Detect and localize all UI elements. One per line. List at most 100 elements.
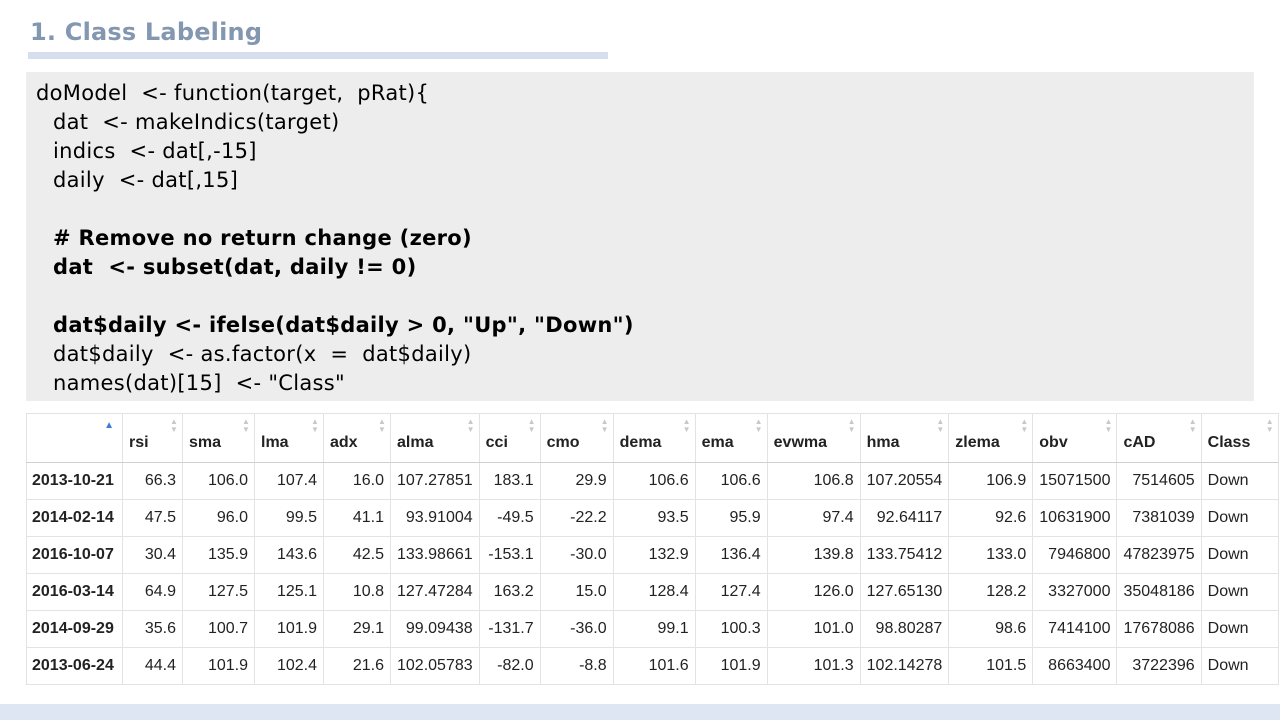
row-date-cell: 2014-09-29 (26, 610, 123, 648)
table-cell-class: Down (1200, 647, 1279, 685)
column-header-rsi[interactable]: rsi ▲ ▼ (122, 413, 183, 463)
table-cell-adx: 41.1 (323, 499, 391, 537)
code-line: doModel <- function(target, pRat){ (36, 81, 430, 105)
code-line: dat <- makeIndics(target) (53, 110, 340, 134)
table-cell-zlema: 92.6 (948, 499, 1034, 537)
column-header-label: lma (261, 434, 289, 451)
sort-icon[interactable]: ▲ ▼ (311, 417, 319, 434)
table-row: 2014-09-29 35.6 100.7 101.9 29.1 99.09438 -131… (26, 610, 1279, 648)
table-cell-sma: 96.0 (182, 499, 255, 537)
table-cell-hma: 98.80287 (859, 610, 950, 648)
table-cell-ema: 100.3 (694, 610, 768, 648)
table-cell-cci: 163.2 (478, 573, 541, 611)
column-header-evwma[interactable]: evwma ▲ ▼ (766, 413, 861, 463)
column-header-dema[interactable]: dema ▲ ▼ (612, 413, 696, 463)
table-cell-adx: 21.6 (323, 647, 391, 685)
table-header-row: ▲ rsi ▲ ▼ sma ▲ ▼ lma ▲ ▼ adx ▲ ▼ alma ▲ ▼ cci ▲ ▼ cmo ▲ ▼ dem… (26, 413, 1279, 463)
sort-icon[interactable]: ▲ ▼ (1265, 417, 1274, 434)
table-cell-ema: 106.6 (694, 462, 768, 500)
table-cell-dema: 106.6 (612, 462, 696, 500)
column-header-rownames[interactable]: ▲ (26, 413, 123, 463)
sort-icon[interactable]: ▲ ▼ (1188, 417, 1197, 434)
sort-icon[interactable]: ▲ ▼ (600, 417, 609, 434)
column-header-hma[interactable]: hma ▲ ▼ (859, 413, 950, 463)
sort-icon[interactable]: ▲ ▼ (527, 417, 536, 434)
column-header-sma[interactable]: sma ▲ ▼ (182, 413, 255, 463)
column-header-label: evwma (773, 434, 828, 451)
sort-icon[interactable]: ▲ ▼ (170, 417, 178, 434)
column-header-zlema[interactable]: zlema ▲ ▼ (948, 413, 1034, 463)
column-header-label: ema (701, 434, 734, 451)
table-cell-adx: 16.0 (323, 462, 391, 500)
data-table: ▲ rsi ▲ ▼ sma ▲ ▼ lma ▲ ▼ adx ▲ ▼ alma ▲ ▼ cci ▲ ▼ cmo ▲ ▼ dem… (26, 413, 1279, 685)
column-header-lma[interactable]: lma ▲ ▼ (254, 413, 324, 463)
column-header-label: dema (619, 434, 662, 451)
column-header-label: hma (866, 434, 900, 451)
column-header-cmo[interactable]: cmo ▲ ▼ (539, 413, 614, 463)
sort-icon[interactable]: ▲ ▼ (1020, 417, 1029, 434)
table-cell-obv: 7946800 (1032, 536, 1118, 574)
sort-icon[interactable]: ▲ ▼ (466, 417, 475, 434)
table-cell-cmo: 15.0 (539, 573, 614, 611)
table-cell-dema: 99.1 (612, 610, 696, 648)
table-cell-obv: 7414100 (1032, 610, 1118, 648)
column-header-adx[interactable]: adx ▲ ▼ (323, 413, 391, 463)
table-cell-class: Down (1200, 610, 1279, 648)
column-header-ema[interactable]: ema ▲ ▼ (694, 413, 768, 463)
table-cell-obv: 3327000 (1032, 573, 1118, 611)
column-header-class[interactable]: Class ▲ ▼ (1200, 413, 1279, 463)
table-cell-dema: 101.6 (612, 647, 696, 685)
table-cell-lma: 107.4 (254, 462, 324, 500)
column-header-alma[interactable]: alma ▲ ▼ (390, 413, 480, 463)
table-cell-zlema: 101.5 (948, 647, 1034, 685)
code-block: doModel <- function(target, pRat){ dat <-… (26, 72, 1254, 401)
table-cell-hma: 92.64117 (859, 499, 950, 537)
table-cell-lma: 125.1 (254, 573, 324, 611)
table-cell-alma: 133.98661 (390, 536, 480, 574)
table-cell-class: Down (1200, 462, 1279, 500)
table-cell-zlema: 98.6 (948, 610, 1034, 648)
table-cell-cci: -49.5 (478, 499, 541, 537)
code-line: dat$daily <- as.factor(x = dat$daily) (53, 342, 472, 366)
table-body: 2013-10-21 66.3 106.0 107.4 16.0 107.27851 183… (26, 462, 1279, 685)
table-cell-cad: 35048186 (1116, 573, 1202, 611)
column-header-cad[interactable]: cAD ▲ ▼ (1116, 413, 1202, 463)
column-header-obv[interactable]: obv ▲ ▼ (1032, 413, 1118, 463)
code-line: indics <- dat[,-15] (53, 139, 257, 163)
table-cell-sma: 100.7 (182, 610, 255, 648)
code-line-bold: dat <- subset(dat, daily != 0) (53, 255, 417, 279)
table-cell-zlema: 133.0 (948, 536, 1034, 574)
table-cell-zlema: 128.2 (948, 573, 1034, 611)
table-cell-rsi: 44.4 (122, 647, 183, 685)
table-cell-rsi: 35.6 (122, 610, 183, 648)
sort-icon[interactable]: ▲ ▼ (682, 417, 691, 434)
sort-icon[interactable]: ▲ ▼ (936, 417, 945, 434)
footer-band (0, 704, 1280, 720)
column-header-label: zlema (955, 434, 1000, 451)
sort-icon[interactable]: ▲ ▼ (1104, 417, 1113, 434)
table-cell-class: Down (1200, 499, 1279, 537)
table-cell-cmo: 29.9 (539, 462, 614, 500)
sort-icon[interactable]: ▲ ▼ (242, 417, 250, 434)
sort-ascending-icon[interactable]: ▲ (104, 420, 114, 431)
table-cell-dema: 128.4 (612, 573, 696, 611)
table-cell-lma: 101.9 (254, 610, 324, 648)
slide-title: 1. Class Labeling (30, 18, 263, 46)
column-header-label: rsi (129, 434, 149, 451)
table-cell-adx: 42.5 (323, 536, 391, 574)
table-cell-adx: 29.1 (323, 610, 391, 648)
table-cell-evwma: 106.8 (766, 462, 861, 500)
sort-icon[interactable]: ▲ ▼ (754, 417, 763, 434)
title-underline (28, 52, 608, 59)
table-cell-cad: 7514605 (1116, 462, 1202, 500)
table-cell-zlema: 106.9 (948, 462, 1034, 500)
table-cell-alma: 99.09438 (390, 610, 480, 648)
table-cell-cci: -82.0 (478, 647, 541, 685)
column-header-cci[interactable]: cci ▲ ▼ (478, 413, 541, 463)
sort-icon[interactable]: ▲ ▼ (378, 417, 386, 434)
code-line-bold: dat$daily <- ifelse(dat$daily > 0, "Up",… (53, 313, 634, 337)
table-cell-ema: 101.9 (694, 647, 768, 685)
table-cell-obv: 8663400 (1032, 647, 1118, 685)
table-cell-alma: 102.05783 (390, 647, 480, 685)
sort-icon[interactable]: ▲ ▼ (847, 417, 856, 434)
